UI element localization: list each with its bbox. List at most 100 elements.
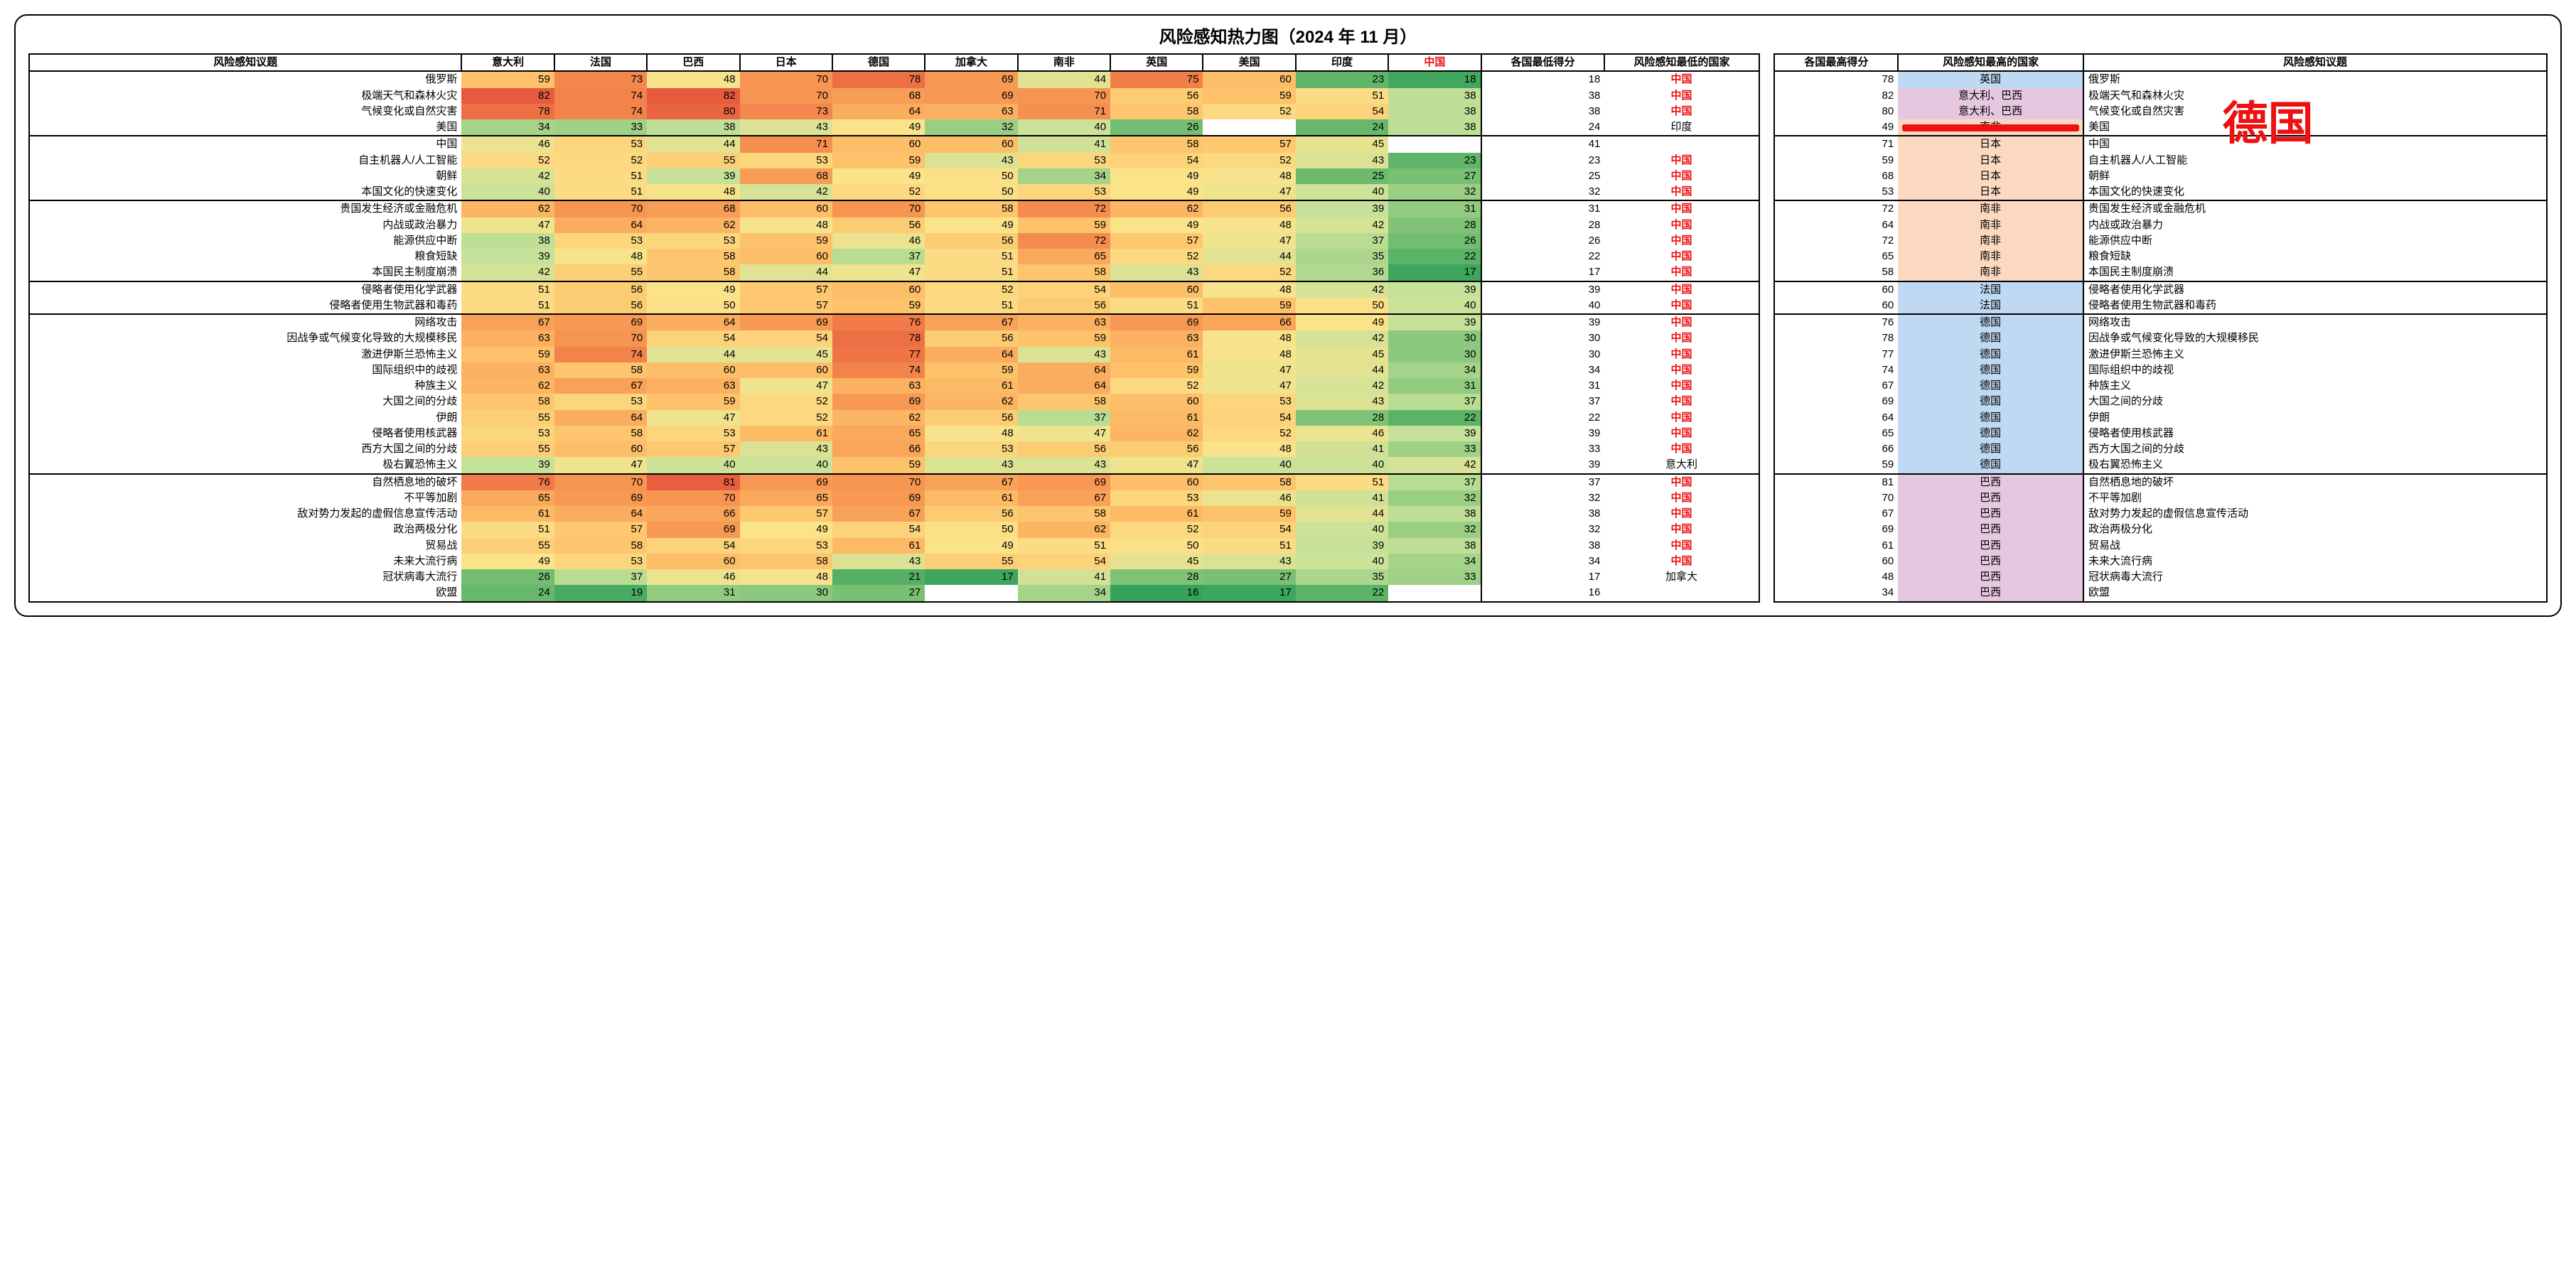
cell: 59 xyxy=(461,347,554,362)
cell: 48 xyxy=(554,249,647,264)
min-country: 中国 xyxy=(1604,441,1759,457)
max-country: 德国 xyxy=(1898,457,2083,473)
row-18: 国际组织中的歧视635860607459645947443434中国74德国国际… xyxy=(29,362,2547,378)
min-score: 26 xyxy=(1481,233,1605,249)
cell: 39 xyxy=(1296,538,1388,554)
topic-right: 侵略者使用生物武器和毒药 xyxy=(2083,298,2547,314)
cell: 72 xyxy=(1018,233,1110,249)
row-26: 不平等加剧656970656961675346413232中国70巴西不平等加剧 xyxy=(29,490,2547,506)
cell: 64 xyxy=(925,347,1017,362)
cell: 51 xyxy=(1018,538,1110,554)
cell: 22 xyxy=(1296,585,1388,601)
min-score: 39 xyxy=(1481,426,1605,441)
cell: 44 xyxy=(740,264,832,281)
min-score: 32 xyxy=(1481,490,1605,506)
cell: 51 xyxy=(1110,298,1203,314)
min-country: 中国 xyxy=(1604,298,1759,314)
cell: 56 xyxy=(1018,441,1110,457)
max-country: 德国 xyxy=(1898,441,2083,457)
min-country: 中国 xyxy=(1604,347,1759,362)
cell: 55 xyxy=(925,554,1017,569)
cell: 59 xyxy=(832,457,925,473)
cell: 70 xyxy=(832,200,925,217)
cell: 52 xyxy=(554,153,647,168)
cell: 56 xyxy=(1110,88,1203,104)
cell: 33 xyxy=(1388,441,1481,457)
cell: 42 xyxy=(1296,281,1388,298)
cell: 51 xyxy=(925,264,1017,281)
cell: 67 xyxy=(832,506,925,522)
min-score: 24 xyxy=(1481,119,1605,136)
cell: 34 xyxy=(461,119,554,136)
cell: 48 xyxy=(740,217,832,233)
min-score: 25 xyxy=(1481,168,1605,184)
max-country: 南非 xyxy=(1898,249,2083,264)
topic-left: 不平等加剧 xyxy=(29,490,461,506)
cell: 69 xyxy=(925,88,1017,104)
cell: 78 xyxy=(832,71,925,87)
cell: 49 xyxy=(925,217,1017,233)
cell: 64 xyxy=(554,217,647,233)
cell: 31 xyxy=(1388,378,1481,394)
min-score: 31 xyxy=(1481,200,1605,217)
cell: 52 xyxy=(1110,522,1203,537)
cell: 51 xyxy=(925,298,1017,314)
cell: 52 xyxy=(1203,153,1295,168)
cell: 61 xyxy=(1110,347,1203,362)
cell: 39 xyxy=(1388,281,1481,298)
min-country: 中国 xyxy=(1604,410,1759,426)
cell: 42 xyxy=(1388,457,1481,473)
col-max-country: 风险感知最高的国家 xyxy=(1898,54,2083,71)
max-score: 34 xyxy=(1774,585,1898,601)
cell: 58 xyxy=(740,554,832,569)
cell: 39 xyxy=(1296,200,1388,217)
cell: 48 xyxy=(1203,347,1295,362)
cell: 43 xyxy=(925,457,1017,473)
cell: 58 xyxy=(647,264,739,281)
cell: 18 xyxy=(1388,71,1481,87)
cell: 52 xyxy=(740,410,832,426)
cell: 57 xyxy=(740,506,832,522)
topic-right: 西方大国之间的分歧 xyxy=(2083,441,2547,457)
cell: 56 xyxy=(554,281,647,298)
topic-left: 种族主义 xyxy=(29,378,461,394)
row-15: 网络攻击676964697667636966493939中国76德国网络攻击 xyxy=(29,314,2547,330)
cell: 24 xyxy=(461,585,554,601)
cell: 59 xyxy=(461,71,554,87)
cell: 45 xyxy=(740,347,832,362)
cell: 37 xyxy=(1018,410,1110,426)
cell: 34 xyxy=(1388,554,1481,569)
cell: 47 xyxy=(832,264,925,281)
min-country: 中国 xyxy=(1604,314,1759,330)
cell: 27 xyxy=(1203,569,1295,585)
topic-left: 气候变化或自然灾害 xyxy=(29,104,461,119)
min-country: 中国 xyxy=(1604,490,1759,506)
cell: 59 xyxy=(1110,362,1203,378)
min-score: 30 xyxy=(1481,347,1605,362)
col-country-4: 德国 xyxy=(832,54,925,71)
cell: 64 xyxy=(1018,378,1110,394)
cell: 63 xyxy=(1018,314,1110,330)
cell: 40 xyxy=(1296,522,1388,537)
cell: 76 xyxy=(832,314,925,330)
row-23: 西方大国之间的分歧556057436653565648413333中国66德国西… xyxy=(29,441,2547,457)
max-score: 77 xyxy=(1774,347,1898,362)
cell: 49 xyxy=(740,522,832,537)
cell: 61 xyxy=(461,506,554,522)
cell: 22 xyxy=(1388,410,1481,426)
cell: 38 xyxy=(1388,104,1481,119)
topic-left: 侵略者使用生物武器和毒药 xyxy=(29,298,461,314)
max-country: 德国 xyxy=(1898,426,2083,441)
cell: 50 xyxy=(1296,298,1388,314)
cell: 53 xyxy=(1018,153,1110,168)
row-19: 种族主义626763476361645247423131中国67德国种族主义 xyxy=(29,378,2547,394)
cell: 17 xyxy=(925,569,1017,585)
max-score: 64 xyxy=(1774,410,1898,426)
min-country: 中国 xyxy=(1604,474,1759,490)
cell: 53 xyxy=(461,426,554,441)
topic-left: 本国民主制度崩溃 xyxy=(29,264,461,281)
cell: 52 xyxy=(832,184,925,200)
cell: 57 xyxy=(1203,136,1295,152)
topic-right: 本国文化的快速变化 xyxy=(2083,184,2547,200)
min-country: 中国 xyxy=(1604,249,1759,264)
